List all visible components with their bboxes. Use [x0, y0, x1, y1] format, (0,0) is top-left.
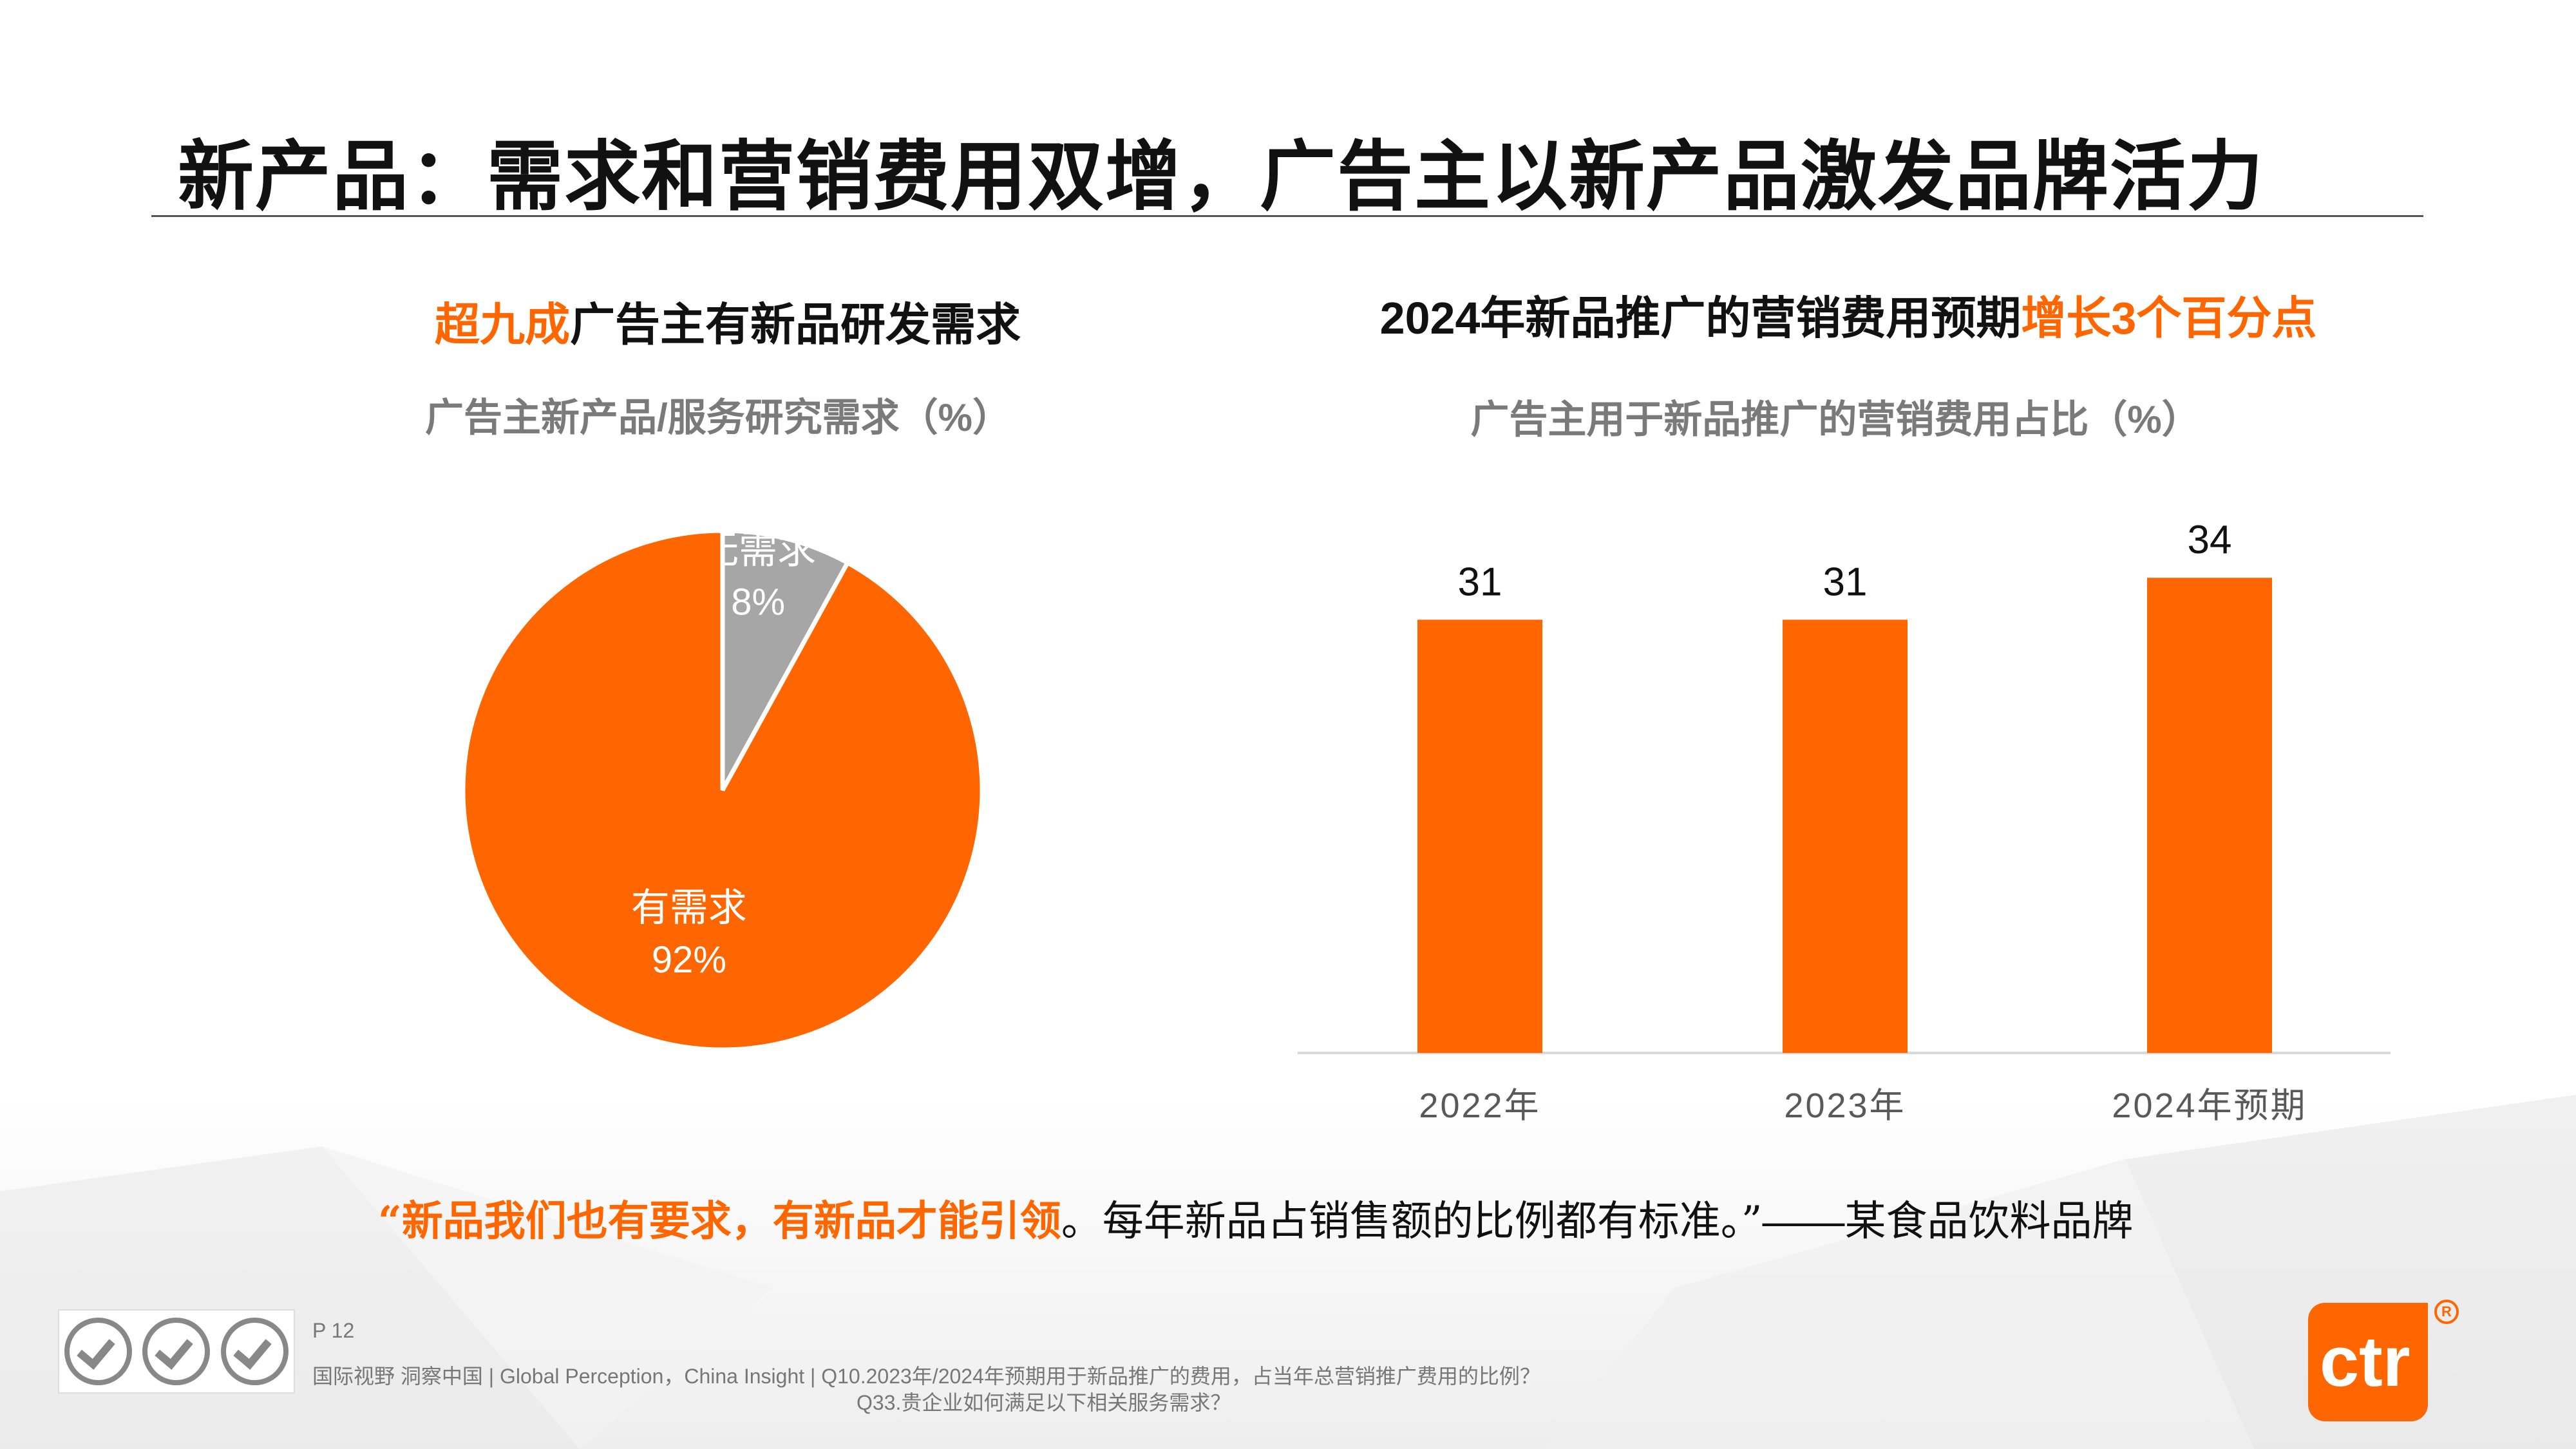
bar-value-label: 34	[2188, 518, 2232, 562]
pie-slice-label: 有需求	[631, 886, 747, 929]
sgs-certification-logos	[58, 1309, 295, 1394]
x-tick-label: 2022年	[1419, 1086, 1540, 1125]
x-tick-label: 2023年	[1784, 1086, 1906, 1125]
pie-chart-title: 广告主新产品/服务研究需求（%）	[424, 396, 1012, 439]
bar-chart-title: 广告主用于新品推广的营销费用占比（%）	[1470, 398, 2201, 441]
registered-mark-icon: R	[2434, 1300, 2459, 1324]
bar-2	[2147, 578, 2272, 1053]
sgs-seal-icon	[142, 1318, 211, 1385]
bar-value-label: 31	[1823, 560, 1868, 604]
bar-1	[1783, 620, 1908, 1053]
ctr-logo: ctr	[2308, 1303, 2428, 1421]
sgs-seal-icon	[64, 1318, 133, 1385]
page-number: P 12	[312, 1319, 355, 1342]
footer-source-line1: 国际视野 洞察中国 | Global Perception，China Insi…	[312, 1365, 1540, 1388]
page-title: 新产品：需求和营销费用双增，广告主以新产品激发品牌活力	[178, 135, 2265, 220]
quote-source: ——某食品饮料品牌	[1762, 1198, 2134, 1244]
right-headline-text: 2024年新品推广的营销费用预期	[1379, 293, 2022, 343]
left-headline-text: 广告主有新品研发需求	[570, 299, 1021, 350]
title-divider	[151, 215, 2423, 217]
pie-slice-0	[720, 528, 851, 791]
footer-source-line2: Q33.贵企业如何满足以下相关服务需求？	[857, 1391, 1231, 1414]
bar-value-label: 31	[1458, 560, 1502, 604]
customer-quote: “新品我们也有要求，有新品才能引领。每年新品占销售额的比例都有标准。”——某食品…	[378, 1188, 2134, 1247]
left-headline-highlight: 超九成	[435, 299, 570, 350]
quote-open-mark: “	[378, 1197, 402, 1245]
sgs-seal-icon	[220, 1318, 289, 1385]
right-headline-highlight: 增长3个百分点	[2021, 293, 2317, 343]
bar-chart: 31 2022年 31 2023年 34 2024年预期	[1298, 518, 2391, 1125]
quote-highlight: 新品我们也有要求，有新品才能引领	[401, 1197, 1061, 1245]
x-tick-label: 2024年预期	[2112, 1086, 2307, 1125]
pie-slice-value: 92%	[652, 939, 726, 981]
right-headline: 2024年新品推广的营销费用预期增长3个百分点	[1380, 282, 2317, 347]
bar-0	[1417, 620, 1542, 1053]
quote-text: 。每年新品占销售额的比例都有标准。”	[1061, 1198, 1763, 1245]
pie-slice-1	[460, 528, 985, 1052]
pie-slice-value: 8%	[731, 582, 785, 623]
left-headline: 超九成广告主有新品研发需求	[435, 289, 1021, 354]
background-decoration	[0, 1095, 2576, 1449]
